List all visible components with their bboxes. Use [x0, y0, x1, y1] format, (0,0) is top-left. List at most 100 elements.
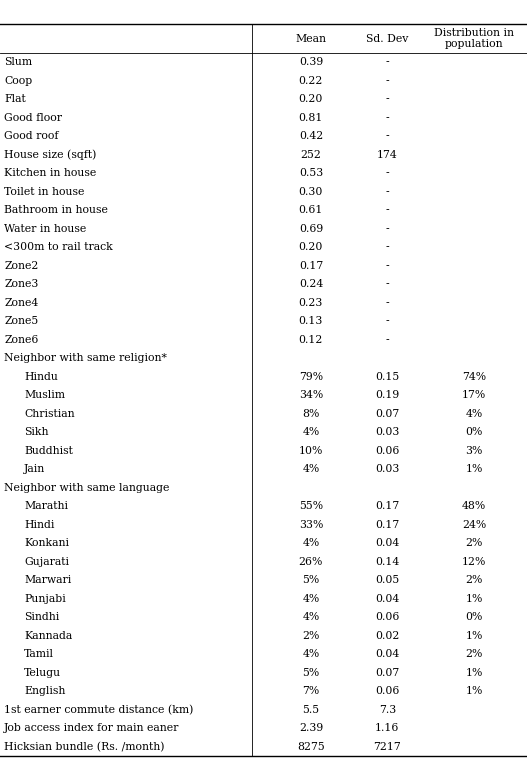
Text: 2%: 2% [302, 631, 319, 641]
Text: 0.13: 0.13 [299, 316, 323, 327]
Text: 4%: 4% [302, 427, 319, 438]
Text: Konkani: Konkani [24, 538, 69, 549]
Text: 0.19: 0.19 [375, 391, 399, 401]
Text: 2.39: 2.39 [299, 724, 323, 733]
Text: 0.15: 0.15 [375, 372, 399, 382]
Text: 1%: 1% [466, 668, 483, 678]
Text: 2%: 2% [466, 575, 483, 585]
Text: Toilet in house: Toilet in house [4, 187, 85, 197]
Text: 74%: 74% [462, 372, 486, 382]
Text: 4%: 4% [302, 594, 319, 604]
Text: 0.23: 0.23 [299, 298, 323, 308]
Text: -: - [386, 205, 389, 215]
Text: 0.81: 0.81 [299, 113, 323, 123]
Text: -: - [386, 187, 389, 197]
Text: 0.06: 0.06 [375, 613, 399, 622]
Text: 10%: 10% [299, 446, 323, 456]
Text: English: English [24, 686, 66, 696]
Text: -: - [386, 58, 389, 68]
Text: 33%: 33% [299, 520, 323, 530]
Text: Punjabi: Punjabi [24, 594, 66, 604]
Text: 8275: 8275 [297, 742, 325, 752]
Text: Sindhi: Sindhi [24, 613, 60, 622]
Text: Good floor: Good floor [4, 113, 62, 123]
Text: 0%: 0% [466, 613, 483, 622]
Text: 55%: 55% [299, 502, 323, 511]
Text: 0%: 0% [466, 427, 483, 438]
Text: Christian: Christian [24, 409, 75, 419]
Text: 4%: 4% [302, 464, 319, 474]
Text: 1%: 1% [466, 631, 483, 641]
Text: 0.30: 0.30 [299, 187, 323, 197]
Text: 26%: 26% [299, 557, 323, 567]
Text: Marwari: Marwari [24, 575, 72, 585]
Text: Zone4: Zone4 [4, 298, 38, 308]
Text: 0.02: 0.02 [375, 631, 399, 641]
Text: 1%: 1% [466, 594, 483, 604]
Text: Sikh: Sikh [24, 427, 48, 438]
Text: 34%: 34% [299, 391, 323, 401]
Text: 1%: 1% [466, 464, 483, 474]
Text: -: - [386, 316, 389, 327]
Text: Zone2: Zone2 [4, 261, 38, 271]
Text: 0.61: 0.61 [299, 205, 323, 215]
Text: Zone6: Zone6 [4, 335, 38, 345]
Text: 5%: 5% [302, 575, 319, 585]
Text: 174: 174 [377, 150, 398, 160]
Text: 0.39: 0.39 [299, 58, 323, 68]
Text: -: - [386, 261, 389, 271]
Text: Muslim: Muslim [24, 391, 65, 401]
Text: Kannada: Kannada [24, 631, 73, 641]
Text: -: - [386, 94, 389, 104]
Text: -: - [386, 298, 389, 308]
Text: Bathroom in house: Bathroom in house [4, 205, 108, 215]
Text: 0.07: 0.07 [375, 409, 399, 419]
Text: 5.5: 5.5 [302, 705, 319, 715]
Text: 0.69: 0.69 [299, 224, 323, 234]
Text: 7.3: 7.3 [379, 705, 396, 715]
Text: 0.53: 0.53 [299, 169, 323, 179]
Text: 7%: 7% [302, 686, 319, 696]
Text: 0.04: 0.04 [375, 538, 399, 549]
Text: 12%: 12% [462, 557, 486, 567]
Text: 1st earner commute distance (km): 1st earner commute distance (km) [4, 705, 193, 715]
Text: 2%: 2% [466, 650, 483, 660]
Text: 0.42: 0.42 [299, 131, 323, 141]
Text: 0.04: 0.04 [375, 650, 399, 660]
Text: 2%: 2% [466, 538, 483, 549]
Text: 0.17: 0.17 [375, 502, 399, 511]
Text: 8%: 8% [302, 409, 319, 419]
Text: Sd. Dev: Sd. Dev [366, 33, 408, 43]
Text: Water in house: Water in house [4, 224, 86, 234]
Text: Hindi: Hindi [24, 520, 55, 530]
Text: 0.07: 0.07 [375, 668, 399, 678]
Text: -: - [386, 280, 389, 290]
Text: 4%: 4% [466, 409, 483, 419]
Text: Zone3: Zone3 [4, 280, 38, 290]
Text: 0.03: 0.03 [375, 427, 399, 438]
Text: Zone5: Zone5 [4, 316, 38, 327]
Text: -: - [386, 76, 389, 86]
Text: 24%: 24% [462, 520, 486, 530]
Text: Distribution in
population: Distribution in population [434, 28, 514, 49]
Text: Good roof: Good roof [4, 131, 58, 141]
Text: 79%: 79% [299, 372, 323, 382]
Text: 0.06: 0.06 [375, 446, 399, 456]
Text: Neighbor with same religion*: Neighbor with same religion* [4, 353, 167, 363]
Text: Telugu: Telugu [24, 668, 61, 678]
Text: 0.17: 0.17 [375, 520, 399, 530]
Text: 0.12: 0.12 [299, 335, 323, 345]
Text: 7217: 7217 [374, 742, 401, 752]
Text: 0.22: 0.22 [299, 76, 323, 86]
Text: Flat: Flat [4, 94, 26, 104]
Text: Slum: Slum [4, 58, 32, 68]
Text: 17%: 17% [462, 391, 486, 401]
Text: Gujarati: Gujarati [24, 557, 69, 567]
Text: 0.04: 0.04 [375, 594, 399, 604]
Text: -: - [386, 335, 389, 345]
Text: 0.03: 0.03 [375, 464, 399, 474]
Text: Hicksian bundle (Rs. /month): Hicksian bundle (Rs. /month) [4, 742, 165, 752]
Text: 5%: 5% [302, 668, 319, 678]
Text: Mean: Mean [296, 33, 326, 43]
Text: 0.17: 0.17 [299, 261, 323, 271]
